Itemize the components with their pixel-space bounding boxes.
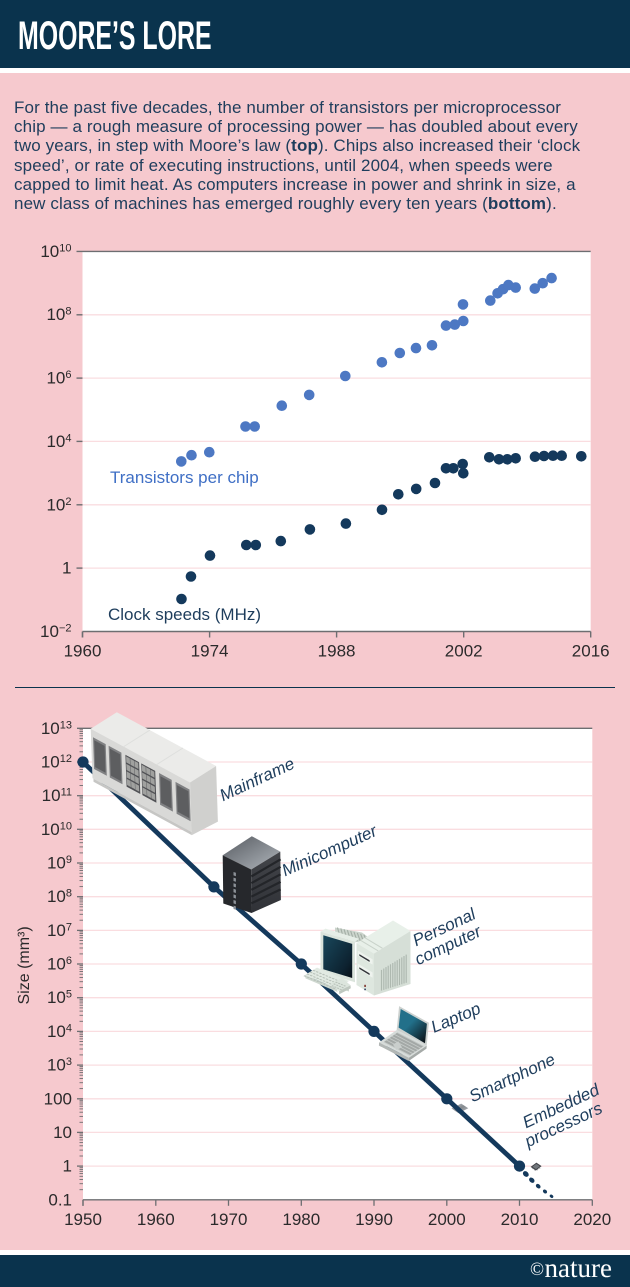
svg-text:103: 103 xyxy=(47,1056,72,1075)
svg-text:1013: 1013 xyxy=(41,719,72,738)
svg-text:Size (mm³): Size (mm³) xyxy=(16,926,33,1004)
svg-text:Clock speeds (MHz): Clock speeds (MHz) xyxy=(108,605,261,624)
svg-text:104: 104 xyxy=(46,432,71,451)
svg-text:1974: 1974 xyxy=(191,642,229,661)
svg-text:2016: 2016 xyxy=(572,642,610,661)
svg-text:106: 106 xyxy=(47,955,72,974)
svg-text:1010: 1010 xyxy=(40,242,71,261)
svg-text:1950: 1950 xyxy=(64,1210,102,1229)
svg-text:104: 104 xyxy=(47,1022,72,1041)
svg-text:1: 1 xyxy=(63,1157,72,1176)
svg-text:1960: 1960 xyxy=(137,1210,175,1229)
svg-text:1960: 1960 xyxy=(64,642,102,661)
svg-text:Transistors per chip: Transistors per chip xyxy=(110,468,259,487)
svg-text:102: 102 xyxy=(46,495,71,514)
svg-text:1988: 1988 xyxy=(318,642,356,661)
svg-text:1: 1 xyxy=(62,559,71,578)
svg-text:107: 107 xyxy=(47,921,72,940)
svg-text:10−2: 10−2 xyxy=(40,622,71,641)
svg-text:100: 100 xyxy=(44,1089,72,1108)
svg-text:1011: 1011 xyxy=(42,786,72,805)
svg-text:2000: 2000 xyxy=(428,1210,466,1229)
svg-text:1980: 1980 xyxy=(282,1210,320,1229)
svg-text:109: 109 xyxy=(47,854,72,873)
svg-text:1012: 1012 xyxy=(41,753,72,772)
svg-text:2020: 2020 xyxy=(573,1210,611,1229)
svg-text:2002: 2002 xyxy=(445,642,483,661)
svg-text:108: 108 xyxy=(47,887,72,906)
svg-text:108: 108 xyxy=(46,305,71,324)
svg-text:2010: 2010 xyxy=(501,1210,539,1229)
svg-text:10: 10 xyxy=(53,1123,72,1142)
svg-text:105: 105 xyxy=(47,988,72,1007)
svg-text:1010: 1010 xyxy=(41,820,72,839)
svg-text:106: 106 xyxy=(46,369,71,388)
svg-text:1970: 1970 xyxy=(210,1210,248,1229)
svg-text:0.1: 0.1 xyxy=(48,1190,72,1209)
svg-text:1990: 1990 xyxy=(355,1210,393,1229)
